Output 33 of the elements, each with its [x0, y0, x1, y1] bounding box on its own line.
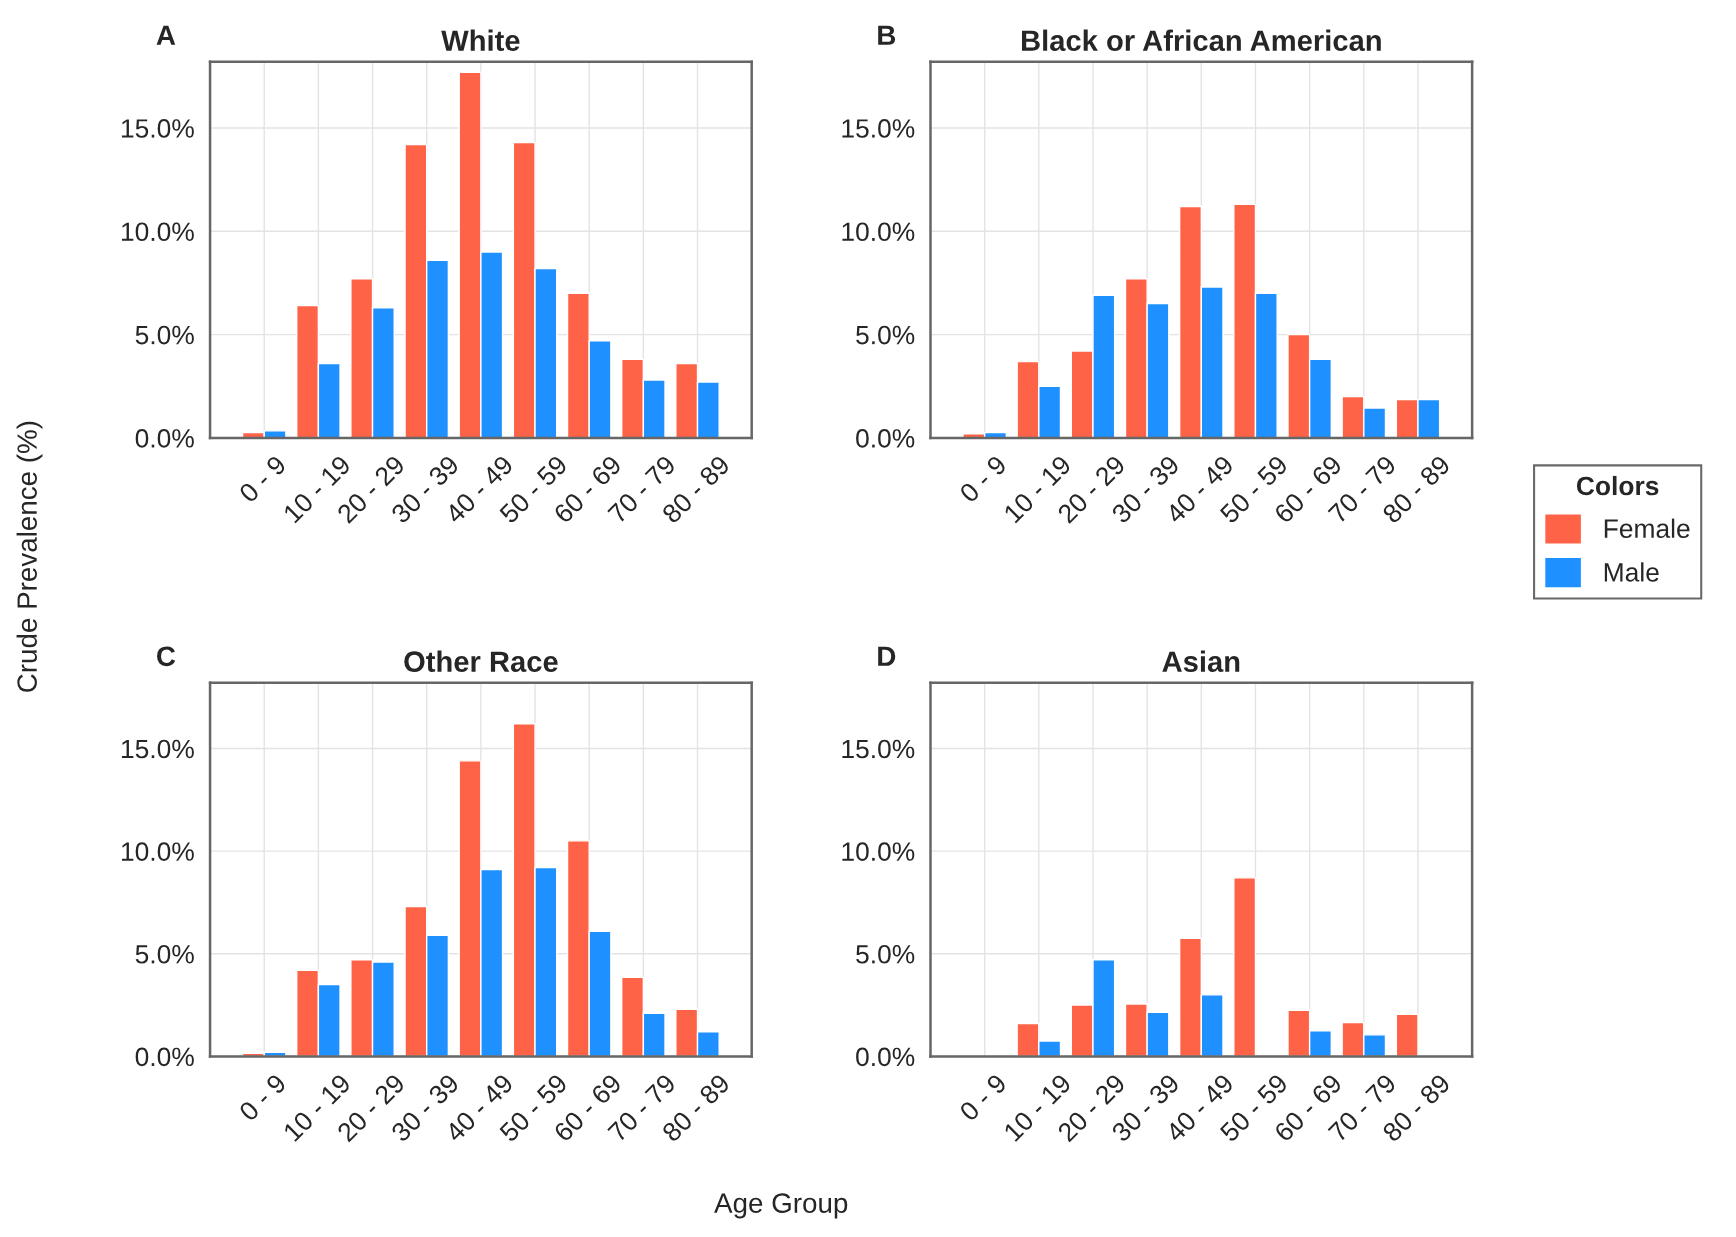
text: D — [878, 646, 896, 666]
y-tick-label: 5.0% — [135, 944, 194, 964]
y-tick-label: 10.0% — [121, 222, 194, 242]
legend-title: Colors — [1576, 475, 1659, 496]
y-tick-label: 10.0% — [121, 842, 194, 861]
y-tick-label: 0.0% — [856, 429, 915, 448]
y-tick-label: 15.0% — [842, 739, 915, 759]
y-tick-label: 5.0% — [856, 944, 915, 964]
x-tick-label: 0 - 9 — [238, 454, 288, 504]
y-tick-label: 0.0% — [135, 429, 194, 448]
y-tick-label: 0.0% — [856, 1047, 915, 1067]
y-axis-title: Crude Prevalence (%) — [16, 421, 43, 692]
y-tick-label: 5.0% — [135, 325, 194, 345]
chart-title: White — [441, 29, 520, 52]
x-tick-label: 0 - 9 — [238, 1073, 288, 1122]
y-tick-label: 10.0% — [842, 222, 915, 242]
y-tick-label: 0.0% — [135, 1047, 194, 1067]
y-tick-label: 10.0% — [842, 842, 915, 861]
chart-title: Other Race — [404, 650, 558, 672]
y-tick-label: 15.0% — [121, 119, 194, 138]
text: C — [157, 646, 176, 667]
x-axis-title: Age Group — [714, 1193, 848, 1219]
x-tick-label: 0 - 9 — [958, 454, 1008, 504]
chart-title: Black or African American — [1022, 29, 1381, 52]
y-tick-label: 15.0% — [842, 119, 915, 138]
y-tick-label: 5.0% — [856, 325, 915, 345]
text: B — [878, 25, 896, 45]
legend-label: Female — [1604, 518, 1690, 538]
chart-title: Asian — [1162, 650, 1240, 672]
legend-label: Male — [1604, 562, 1659, 582]
text: A — [156, 25, 176, 45]
x-tick-label: 0 - 9 — [958, 1073, 1008, 1122]
y-tick-label: 15.0% — [121, 739, 194, 759]
